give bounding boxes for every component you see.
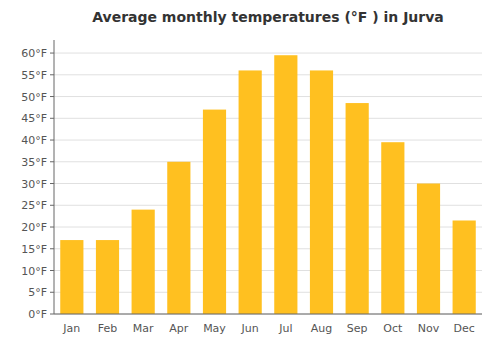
y-tick-label: 40°F (21, 134, 47, 147)
y-tick-label: 30°F (21, 178, 47, 191)
bar (203, 110, 226, 314)
x-tick-label: May (203, 322, 226, 335)
x-tick-label: Feb (98, 322, 117, 335)
chart-svg: Average monthly temperatures (°F ) in Ju… (0, 0, 500, 350)
y-tick-label: 20°F (21, 221, 47, 234)
y-tick (50, 96, 54, 97)
x-tick-label: Sep (347, 322, 368, 335)
y-tick-label: 5°F (28, 286, 47, 299)
grid-line (54, 118, 482, 119)
bars (60, 55, 476, 314)
y-tick (50, 183, 54, 184)
y-tick (50, 292, 54, 293)
grid-line (54, 161, 482, 162)
y-tick-label: 50°F (21, 91, 47, 104)
y-tick (50, 248, 54, 249)
bar (453, 220, 476, 314)
y-tick (50, 314, 54, 315)
grid (54, 53, 482, 314)
y-tick-label: 0°F (28, 308, 47, 321)
x-tick-label: Jul (278, 322, 292, 335)
y-tick-label: 10°F (21, 265, 47, 278)
x-axis: Jan Feb Mar Apr May Jun Jul Aug Sep Oct Nov Dec (62, 322, 474, 335)
bar (346, 103, 369, 314)
bar (132, 210, 155, 314)
y-tick (50, 74, 54, 75)
bar (96, 240, 119, 314)
y-tick-label: 35°F (21, 156, 47, 169)
x-tick-label: Apr (169, 322, 189, 335)
y-tick (50, 53, 54, 54)
y-tick-label: 60°F (21, 47, 47, 60)
chart-title: Average monthly temperatures (°F ) in Ju… (92, 9, 444, 25)
x-axis-line (54, 314, 482, 315)
bar (167, 162, 190, 314)
y-tick (50, 140, 54, 141)
grid-line (54, 53, 482, 54)
grid-line (54, 74, 482, 75)
grid-line (54, 140, 482, 141)
y-tick (50, 227, 54, 228)
x-tick-label: Oct (383, 322, 403, 335)
x-tick-label: Jun (241, 322, 259, 335)
y-axis: 0°F 5°F 10°F 15°F 20°F 25°F 30°F 35°F 40°F 45°F 50… (21, 47, 54, 321)
bar (239, 70, 262, 314)
bar (417, 184, 440, 314)
x-tick-label: Aug (311, 322, 332, 335)
x-tick-label: Nov (418, 322, 440, 335)
grid-line (54, 314, 482, 315)
chart-container: Average monthly temperatures (°F ) in Ju… (0, 0, 500, 350)
y-tick-label: 25°F (21, 199, 47, 212)
y-tick (50, 270, 54, 271)
x-tick-label: Jan (62, 322, 80, 335)
y-tick-label: 55°F (21, 69, 47, 82)
y-tick-label: 45°F (21, 112, 47, 125)
x-tick-label: Mar (133, 322, 154, 335)
y-tick (50, 118, 54, 119)
bar (310, 70, 333, 314)
bar (381, 142, 404, 314)
grid-line (54, 96, 482, 97)
y-tick (50, 161, 54, 162)
y-tick (50, 205, 54, 206)
y-axis-line (54, 40, 55, 314)
bar (60, 240, 83, 314)
bar (274, 55, 297, 314)
x-tick-label: Dec (454, 322, 475, 335)
y-tick-label: 15°F (21, 243, 47, 256)
